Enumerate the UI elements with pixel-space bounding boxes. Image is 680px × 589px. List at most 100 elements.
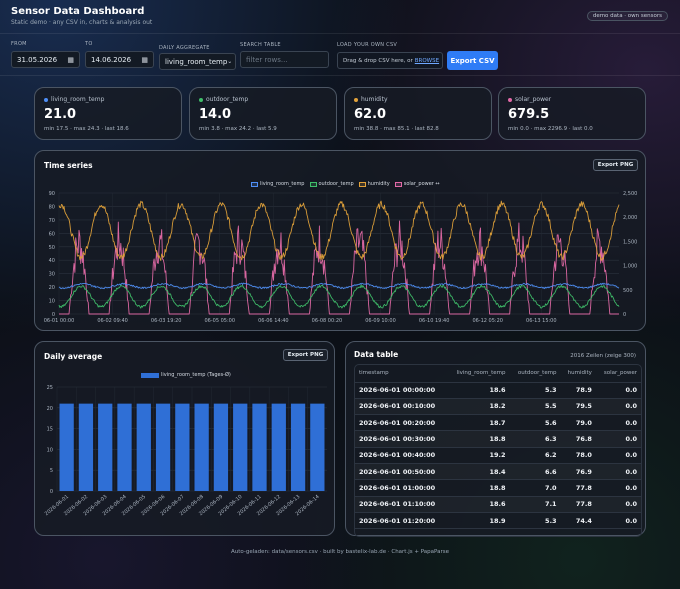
x-tick-label: 06-03 19:20 [151, 318, 182, 324]
bar [233, 403, 248, 491]
legend-item[interactable]: living_room_temp (Tages-Ø) [141, 372, 231, 378]
kpi-card-outdoor-temp: outdoor_temp 14.0 min 3.8 · max 24.2 · l… [189, 87, 337, 140]
table-row[interactable]: 2026-06-01 00:00:00 18.6 5.3 78.9 0.0 [355, 382, 641, 399]
table-cell: 0.0 [595, 398, 641, 416]
x-tick-label: 06-02 09:40 [97, 318, 128, 324]
table-cell: 19.2 [447, 447, 510, 464]
table-row[interactable]: 2026-06-01 01:00:00 18.8 7.0 77.8 0.0 [355, 479, 641, 497]
legend-item[interactable]: outdoor_temp [309, 181, 354, 187]
legend-item[interactable]: living_room_temp [251, 181, 305, 187]
series-dot-icon [354, 97, 358, 102]
y-tick-label: 40 [49, 258, 55, 264]
kpi-card-humidity: humidity 62.0 min 38.8 · max 85.1 · last… [344, 87, 492, 140]
y-tick-label: 0 [50, 489, 53, 495]
kpi-value: 14.0 [199, 107, 232, 122]
table-row[interactable]: 2026-06-01 01:20:00 18.9 5.3 74.4 0.0 [355, 512, 641, 530]
table-cell: 0.0 [595, 382, 641, 399]
series-line-humidity [58, 200, 620, 261]
column-header[interactable]: timestamp [355, 365, 448, 383]
table-cell: 2026-06-01 00:10:00 [355, 398, 448, 416]
y2-tick-label: 1,500 [623, 239, 637, 245]
table-cell: 7.0 [509, 479, 561, 497]
column-header[interactable]: humidity [560, 365, 596, 383]
bar [175, 403, 190, 491]
bar [98, 403, 113, 491]
table-cell: 2026-06-01 00:00:00 [355, 382, 448, 399]
y-tick-label: 0 [52, 312, 55, 318]
aggregate-value: living_room_temp [165, 57, 228, 66]
table-cell: 2026-06-01 00:20:00 [355, 414, 448, 432]
bar [155, 403, 171, 491]
from-date-value: 31.05.2026 [17, 55, 58, 64]
kpi-stats: min 3.8 · max 24.2 · last 5.9 [199, 126, 277, 132]
table-row[interactable]: 2026-06-01 01:10:00 18.6 7.1 77.8 0.0 [355, 496, 641, 513]
table-row[interactable]: 2026-06-01 00:30:00 18.8 6.3 76.8 0.0 [355, 430, 641, 448]
kpi-stats: min 0.0 · max 2296.9 · last 0.0 [508, 126, 593, 132]
app-header: Sensor Data Dashboard Static demo · any … [0, 0, 680, 34]
daily-title: Daily average [44, 352, 103, 361]
table-cell: 6.2 [509, 447, 561, 464]
table-cell: 2026-06-01 00:40:00 [355, 447, 448, 464]
data-table-panel: Data table 2016 Zeilen (zeige 300) times… [345, 341, 646, 537]
legend-label: solar_power ↔ [403, 181, 440, 187]
table-cell: 77.8 [560, 496, 596, 513]
table-cell: 76.9 [560, 463, 596, 481]
y-tick-label: 60 [49, 231, 55, 237]
series-dot-icon [508, 97, 512, 102]
y2-tick-label: 1,000 [623, 264, 637, 270]
series-line-living_room_temp [58, 282, 620, 290]
kpi-label: living_room_temp [51, 96, 105, 103]
table-cell: 5.3 [509, 382, 561, 399]
table-cell: 76.8 [560, 430, 596, 448]
column-header[interactable]: living_room_temp [447, 365, 510, 383]
column-header[interactable]: outdoor_temp [509, 365, 561, 383]
table-cell: 5.3 [509, 512, 561, 530]
csv-dropzone[interactable]: Drag & drop CSV here, or BROWSE [337, 52, 443, 69]
export-png-button[interactable]: Export PNG [283, 349, 328, 361]
bar [136, 403, 151, 491]
table-row[interactable]: 2026-06-01 00:50:00 18.4 6.6 76.9 0.0 [355, 463, 641, 481]
kpi-stats: min 17.5 · max 24.3 · last 18.6 [44, 126, 129, 132]
demo-badge: demo data · own sensors [586, 11, 668, 21]
kpi-name: solar_power [508, 96, 551, 103]
footer: Auto-geladen: data/sensors.csv · built b… [231, 549, 449, 555]
calendar-icon[interactable]: ▦ [141, 55, 148, 64]
legend-item[interactable]: solar_power ↔ [394, 181, 440, 187]
x-tick-label: 06-09 10:00 [365, 318, 396, 324]
x-tick-label: 06-01 00:00 [44, 318, 75, 324]
timeseries-chart[interactable]: 0 10 20 30 40 50 60 70 80 90 0 500 1,000 1,500 2,000 2,… [35, 151, 647, 332]
y-tick-label: 80 [49, 204, 55, 210]
table-row[interactable]: 2026-06-01 00:40:00 19.2 6.2 78.0 0.0 [355, 447, 641, 464]
table-cell: 79.5 [560, 398, 596, 416]
table-row[interactable]: 2026-06-01 00:20:00 18.7 5.6 79.0 0.0 [355, 414, 641, 432]
table-row[interactable]: 2026-06-01 00:10:00 18.2 5.5 79.5 0.0 [355, 398, 641, 416]
table-cell: 18.8 [447, 430, 510, 448]
browse-link[interactable]: BROWSE [414, 57, 440, 64]
search-input[interactable]: filter rows... [240, 51, 329, 68]
table-scroll-area[interactable]: timestamp living_room_temp outdoor_temp hum… [354, 364, 642, 537]
kpi-name: outdoor_temp [199, 96, 248, 103]
aggregate-select[interactable]: living_room_temp ⌄ [159, 53, 236, 70]
to-date-input[interactable]: 14.06.2026 ▦ [85, 51, 154, 68]
export-csv-button[interactable]: Export CSV [447, 51, 498, 70]
export-png-button[interactable]: Export PNG [593, 159, 638, 171]
table-cell: 0.0 [595, 496, 641, 513]
y-tick-label: 5 [50, 468, 53, 474]
from-date-input[interactable]: 31.05.2026 ▦ [11, 51, 80, 68]
timeseries-legend[interactable]: living_room_temp outdoor_temp humidity s… [251, 181, 445, 187]
table-cell: 0.0 [595, 463, 641, 481]
kpi-value: 679.5 [508, 107, 550, 122]
kpi-label: solar_power [515, 96, 552, 103]
table-cell: 0.0 [595, 512, 641, 530]
calendar-icon[interactable]: ▦ [67, 55, 74, 64]
bar [252, 403, 267, 491]
legend-item[interactable]: humidity [358, 181, 390, 187]
daily-legend[interactable]: living_room_temp (Tages-Ø) [141, 372, 236, 378]
column-header[interactable]: solar_power [595, 365, 641, 383]
kpi-label: humidity [361, 96, 388, 103]
app-subtitle: Static demo · any CSV in, charts & analy… [11, 19, 153, 26]
chevron-down-icon: ⌄ [227, 58, 233, 65]
daily-average-chart[interactable]: 05101520252026-06-012026-06-022026-06-03… [35, 342, 336, 537]
y-tick-label: 90 [49, 191, 55, 197]
bar [78, 403, 94, 491]
